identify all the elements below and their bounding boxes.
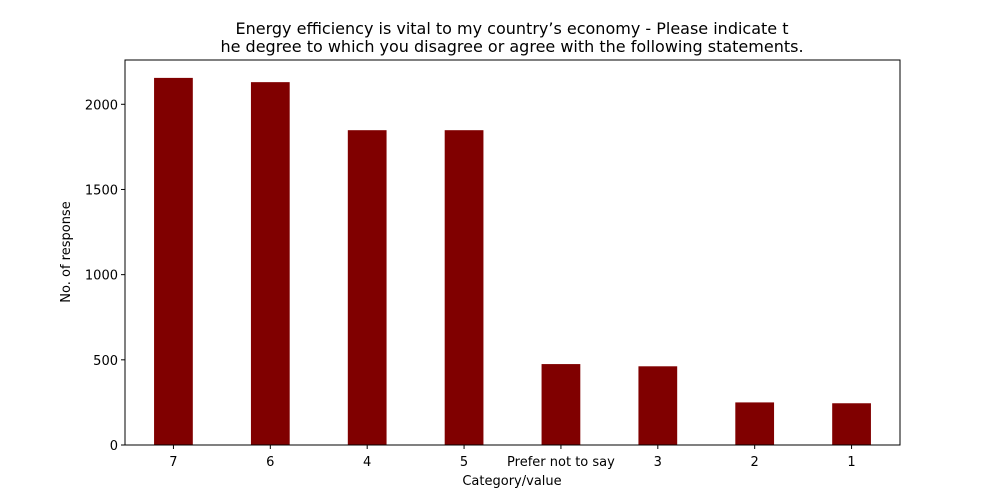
- bars-group: [154, 77, 871, 446]
- x-tick-label-2: 4: [363, 455, 371, 470]
- y-tick-label-0: 0: [110, 439, 118, 454]
- chart-title-line-1: Energy efficiency is vital to my country…: [236, 19, 789, 38]
- chart-title-line-2: he degree to which you disagree or agree…: [220, 37, 803, 56]
- bar-7: [832, 403, 871, 445]
- plot-frame: [124, 59, 901, 446]
- bar-1: [250, 82, 290, 446]
- bar-5: [638, 366, 678, 445]
- x-tick-label-6: 2: [751, 455, 759, 470]
- x-tick-label-5: 3: [654, 455, 662, 470]
- y-tick-label-4: 2000: [85, 98, 118, 113]
- y-tick-label-1: 500: [93, 354, 118, 369]
- x-tick-label-4: Prefer not to say: [507, 455, 615, 470]
- y-tick-label-3: 1500: [85, 183, 118, 198]
- bar-0: [154, 77, 193, 445]
- x-axis-ticks: 7 6 4 5 Prefer not to say 3 2 1: [169, 445, 856, 470]
- y-axis-label: No. of response: [59, 201, 74, 302]
- y-tick-label-2: 1000: [85, 269, 118, 284]
- bar-2: [347, 130, 387, 445]
- x-axis-label: Category/value: [462, 474, 561, 489]
- y-axis-ticks: 0 500 1000 1500 2000: [85, 98, 125, 454]
- bar-6: [735, 402, 775, 445]
- x-tick-label-1: 6: [266, 455, 274, 470]
- x-tick-label-7: 1: [847, 455, 855, 470]
- x-tick-label-0: 7: [169, 455, 177, 470]
- bar-3: [444, 130, 484, 445]
- bar-4: [541, 364, 581, 445]
- x-tick-label-3: 5: [460, 455, 468, 470]
